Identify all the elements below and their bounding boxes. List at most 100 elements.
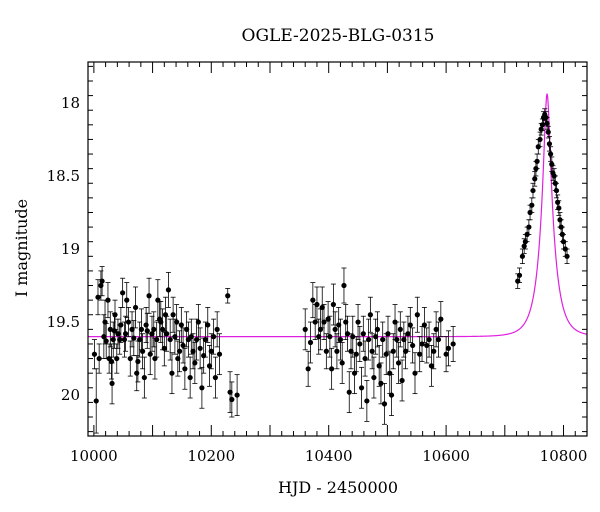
data-point: [445, 330, 452, 367]
data-point: [316, 318, 322, 355]
data-point: [106, 343, 112, 374]
data-point: [341, 267, 347, 304]
data-point: [417, 336, 423, 373]
y-axis-label: I magnitude: [12, 199, 31, 297]
data-point: [388, 374, 395, 416]
data-point: [327, 315, 333, 358]
data-point: [178, 307, 184, 343]
data-point: [114, 343, 120, 374]
x-axis-label: HJD - 2450000: [278, 478, 398, 497]
data-point: [120, 277, 126, 308]
data-point: [516, 267, 523, 284]
data-point: [355, 304, 361, 340]
data-point: [358, 366, 365, 409]
data-point: [187, 356, 193, 399]
data-point: [211, 318, 217, 355]
data-point: [174, 304, 180, 340]
y-tick-label: 20: [61, 386, 80, 404]
data-point: [151, 311, 157, 348]
data-point: [330, 283, 336, 326]
data-point: [339, 342, 345, 384]
data-point: [138, 308, 145, 351]
data-point: [103, 323, 109, 359]
data-point: [302, 308, 308, 351]
data-point: [353, 336, 359, 373]
data-point: [334, 333, 340, 370]
data-point: [556, 200, 562, 216]
data-point: [529, 197, 535, 213]
data-point: [376, 345, 382, 387]
data-point: [394, 321, 400, 358]
data-point: [93, 368, 99, 434]
data-point: [125, 307, 132, 338]
data-point: [380, 321, 386, 358]
data-point: [170, 296, 176, 333]
data-point: [433, 311, 439, 348]
data-point: [234, 374, 240, 416]
data-point: [367, 296, 373, 333]
data-point: [225, 288, 231, 304]
data-point: [346, 371, 352, 414]
data-point: [397, 311, 403, 348]
data-point: [182, 347, 188, 390]
data-point: [147, 333, 153, 376]
x-tick-label: 10400: [305, 447, 353, 465]
data-point: [450, 326, 456, 362]
data-point: [553, 182, 560, 199]
data-point: [121, 321, 127, 358]
data-point: [212, 356, 218, 399]
data-point: [165, 271, 172, 308]
model-curve: [88, 93, 587, 338]
data-point: [161, 330, 167, 367]
data-point: [132, 286, 139, 329]
data-point: [548, 146, 554, 162]
plot-frame-rect: [87, 61, 588, 437]
data-point: [405, 315, 411, 352]
data-point: [369, 333, 375, 370]
data-point: [366, 318, 372, 361]
data-point: [202, 321, 209, 358]
data-point: [305, 350, 311, 387]
data-point: [99, 266, 105, 297]
plot-frame: [87, 61, 588, 437]
data-point: [378, 362, 384, 405]
data-point: [373, 318, 379, 355]
data-point: [146, 277, 152, 314]
data-point: [139, 333, 146, 370]
x-tick-label: 10600: [422, 447, 470, 465]
data-point: [91, 339, 98, 370]
data-point: [109, 362, 115, 405]
data-point: [229, 381, 235, 418]
data-point: [107, 311, 113, 348]
data-point: [421, 307, 427, 343]
data-point: [307, 321, 314, 364]
data-point: [546, 136, 553, 152]
data-point: [95, 279, 101, 316]
data-point: [197, 327, 203, 370]
data-point: [155, 279, 161, 321]
data-point: [149, 315, 155, 352]
data-point: [414, 296, 420, 333]
data-point: [357, 326, 363, 362]
data-point: [426, 321, 432, 358]
y-tick-label: 19: [61, 240, 80, 258]
data-points-layer: [91, 108, 570, 434]
data-point: [443, 336, 449, 373]
data-point: [214, 311, 220, 348]
y-tick-label: 18: [61, 94, 80, 112]
data-point: [205, 307, 211, 343]
data-point: [325, 301, 331, 338]
data-point: [164, 315, 170, 352]
data-point: [381, 383, 388, 425]
data-point: [96, 343, 102, 374]
data-point: [336, 307, 342, 343]
data-point: [412, 352, 418, 395]
model-curve-layer: [88, 93, 587, 338]
data-point: [532, 171, 538, 187]
data-point: [144, 312, 150, 349]
data-point: [105, 282, 111, 319]
data-point: [137, 321, 143, 358]
y-tick-label: 19.5: [47, 313, 80, 331]
data-point: [141, 356, 147, 399]
